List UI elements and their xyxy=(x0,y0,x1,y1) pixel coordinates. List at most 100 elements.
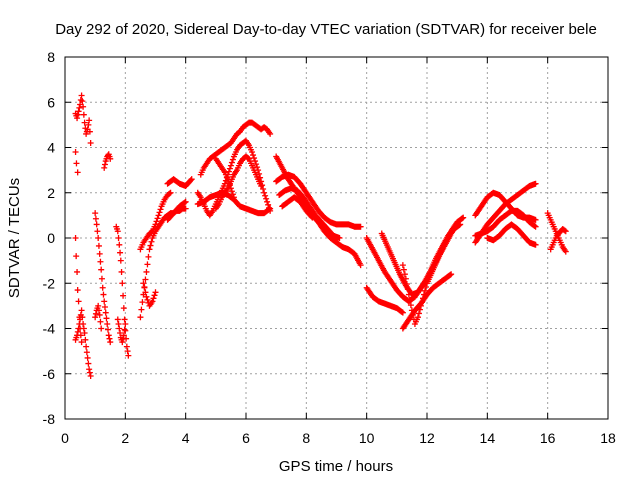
series-arc11 xyxy=(137,189,174,253)
data-point xyxy=(120,332,127,339)
data-point xyxy=(95,302,102,309)
data-point xyxy=(122,327,129,334)
data-point-fill xyxy=(97,258,104,265)
series-arc13 xyxy=(164,176,195,189)
data-point-fill xyxy=(74,328,81,335)
data-point xyxy=(336,235,343,241)
data-point xyxy=(75,108,82,115)
data-point xyxy=(86,117,93,124)
data-point-fill xyxy=(144,296,151,303)
data-point-fill xyxy=(229,191,236,198)
data-point xyxy=(74,268,81,275)
data-point-fill xyxy=(94,228,101,235)
x-tick-label: 4 xyxy=(182,430,190,446)
y-axis-label: SDTVAR / TECUs xyxy=(6,178,23,298)
data-point xyxy=(448,271,455,278)
data-point xyxy=(167,189,174,196)
data-point-fill xyxy=(106,335,113,342)
data-point xyxy=(107,339,114,346)
data-point xyxy=(532,180,539,187)
data-point xyxy=(73,253,80,260)
series-arc18 xyxy=(212,153,265,212)
data-point xyxy=(74,169,81,176)
data-point-fill xyxy=(151,292,158,299)
data-point xyxy=(78,339,85,346)
data-point-fill xyxy=(225,168,232,175)
data-point xyxy=(117,257,124,264)
data-point xyxy=(101,164,108,171)
data-point xyxy=(532,223,539,230)
data-point-fill xyxy=(187,177,194,184)
data-point-fill xyxy=(103,315,110,322)
data-point-fill xyxy=(86,369,93,376)
series-arc16 xyxy=(194,137,274,219)
data-point-fill xyxy=(82,336,89,343)
x-tick-label: 18 xyxy=(600,430,616,446)
data-point-fill xyxy=(148,238,155,245)
data-point-fill xyxy=(245,155,252,162)
data-point-fill xyxy=(86,128,93,135)
x-axis-label: GPS time / hours xyxy=(279,458,393,475)
data-point xyxy=(116,241,123,248)
x-tick-label: 2 xyxy=(121,430,129,446)
series-arc12 xyxy=(140,280,159,309)
data-point xyxy=(81,119,88,126)
data-point-fill xyxy=(156,209,163,216)
data-point xyxy=(119,339,126,346)
data-point xyxy=(92,314,99,321)
data-point xyxy=(75,298,82,305)
data-point xyxy=(252,158,259,165)
data-point xyxy=(146,246,153,253)
axis-ticks: 0 2 4 6 8 10 12 14 16 18 -8 -6 -4 -2 0 2 4 6 8 xyxy=(43,49,616,446)
series-arc31 xyxy=(472,207,539,239)
data-point-fill xyxy=(406,296,413,303)
data-point xyxy=(74,115,81,122)
data-point-fill xyxy=(120,335,127,342)
data-point xyxy=(123,343,130,350)
data-point-fill xyxy=(139,299,146,306)
data-point xyxy=(102,309,109,316)
data-point xyxy=(105,332,112,339)
series-arc10 xyxy=(137,205,189,321)
data-point-fill xyxy=(400,266,407,273)
y-tick-label: -8 xyxy=(43,411,56,427)
data-point-fill xyxy=(422,284,429,291)
y-tick-label: 8 xyxy=(47,49,55,65)
data-point xyxy=(96,250,103,257)
y-tick-label: -6 xyxy=(43,366,56,382)
data-point-fill xyxy=(166,190,173,197)
data-point xyxy=(122,320,129,327)
y-tick-label: -2 xyxy=(43,275,56,291)
data-point xyxy=(114,228,121,235)
data-point-fill xyxy=(263,195,270,202)
data-point-fill xyxy=(104,326,111,333)
series-arc23 xyxy=(279,194,316,221)
series-arc32 xyxy=(484,221,539,248)
data-point xyxy=(72,149,79,156)
data-point xyxy=(93,221,100,228)
x-tick-label: 8 xyxy=(302,430,310,446)
data-point xyxy=(92,210,99,217)
data-point-fill xyxy=(253,161,260,168)
data-point-fill xyxy=(153,218,160,225)
series-arc06 xyxy=(92,302,105,332)
data-point xyxy=(80,320,87,327)
data-point-fill xyxy=(260,185,267,192)
x-tick-label: 0 xyxy=(61,430,69,446)
data-point-fill xyxy=(100,291,107,298)
data-point xyxy=(140,280,147,287)
data-point xyxy=(227,162,234,169)
data-point xyxy=(87,373,94,380)
x-tick-label: 10 xyxy=(359,430,375,446)
data-point xyxy=(72,235,79,241)
data-point-fill xyxy=(115,320,122,327)
data-point-fill xyxy=(101,161,108,168)
data-point-fill xyxy=(142,276,149,283)
data-point xyxy=(74,287,81,294)
data-point-fill xyxy=(228,159,235,166)
data-point xyxy=(81,330,88,337)
data-point xyxy=(460,214,467,221)
data-point xyxy=(405,291,412,298)
x-tick-label: 6 xyxy=(242,430,250,446)
series-arc05 xyxy=(92,210,114,346)
